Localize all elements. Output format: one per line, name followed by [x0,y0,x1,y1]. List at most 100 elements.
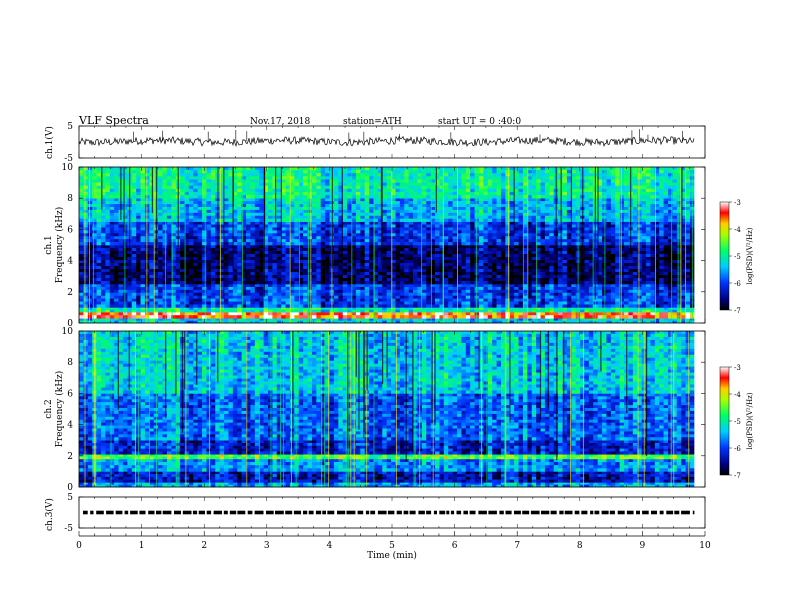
spec1-cell [624,307,629,310]
spec1-cell [409,296,414,299]
spec1-cell [202,302,207,305]
spec1-cell [360,310,365,313]
spec1-cell [294,248,299,251]
spec1-cell [294,284,299,287]
spec1-cell [479,287,484,290]
spec1-cell [228,318,233,321]
spec1-cell [426,248,431,251]
spec1-cell [558,312,563,315]
spec1-cell [303,296,308,299]
spec1-cell [167,257,172,260]
spec1-cell [312,245,317,248]
spec1-cell [369,260,374,263]
spec1-cell [145,245,150,248]
spec1-cell [624,304,629,307]
spec1-cell [290,299,295,302]
spec1-cell [132,312,137,315]
spec1-cell [206,310,211,313]
spec1-cell [228,245,233,248]
spec1-cell [277,263,282,266]
spec1-cell [110,263,115,266]
spec1-cell [448,248,453,251]
spec1-cell [141,287,146,290]
spec1-cell [290,290,295,293]
spec1-cell [400,315,405,318]
spec1-cell [145,315,150,318]
spec1-cell [334,260,339,263]
spec1-cell [558,293,563,296]
spec1-cell [83,307,88,310]
spec1-cell [497,260,502,263]
spec1-cell [83,302,88,305]
spec1-cell [598,310,603,313]
spec1-cell [110,302,115,305]
spec1-cell [272,318,277,321]
spec1-cell [193,260,198,263]
spec1-cell [334,245,339,248]
spec1-cell [79,312,84,315]
spec1-cell [382,310,387,313]
spec1-cell [519,254,524,257]
spec1-cell [228,254,233,257]
spec1-cell [541,296,546,299]
spec1-cell [321,318,326,321]
spec1-cell [149,293,154,296]
spec1-cell [286,287,291,290]
spec1-cell [224,284,229,287]
spec1-cell [149,287,154,290]
spec1-cell [659,251,664,254]
spec1-cell [294,245,299,248]
spec1-cell [470,248,475,251]
spec1-cell [79,257,84,260]
spec1-cell [664,263,669,266]
spec1-cell [400,251,405,254]
spec1-cell [312,307,317,310]
spec1-cell [281,287,286,290]
spec1-cell [628,304,633,307]
spec1-cell [163,302,168,305]
spec1-cell [541,248,546,251]
spec1-cell [105,304,110,307]
spec1-cell [514,254,519,257]
spec1-cell [149,318,154,321]
spec1-cell [176,263,181,266]
spec1-cell [127,315,132,318]
spec1-cell [114,245,119,248]
spec1-cell [620,307,625,310]
spec1-cell [672,248,677,251]
spec1-cell [567,304,572,307]
spec1-cell [558,310,563,313]
spec1-cell [378,299,383,302]
spec1-cell [180,290,185,293]
spec1-cell [338,307,343,310]
spec1-cell [514,299,519,302]
spec1-cell [365,315,370,318]
spec1-cell [475,254,480,257]
spec1-cell [400,299,405,302]
spec1-cell [272,260,277,263]
spec1-cell [497,245,502,248]
spec1-cell [519,263,524,266]
spec1-cell [387,284,392,287]
spec1-cell [83,257,88,260]
ch1-trace [79,137,694,146]
spec1-cell [237,315,242,318]
spec1-cell [145,284,150,287]
spec1-cell [395,263,400,266]
spec1-cell [483,312,488,315]
spec1-cell [83,254,88,257]
spec1-cell [136,257,141,260]
spec1-cell [501,254,506,257]
spec1-cell [105,310,110,313]
spec1-cell [149,245,154,248]
spec1-cell [347,248,352,251]
spec1-cell [347,312,352,315]
spec1-cell [259,293,264,296]
spec1-cell [369,251,374,254]
spec1-cell [255,284,260,287]
spec1-cell [338,266,343,269]
spec1-cell [532,310,537,313]
spec1-cell [501,251,506,254]
spec1-cell [343,293,348,296]
spec1-cell [558,296,563,299]
